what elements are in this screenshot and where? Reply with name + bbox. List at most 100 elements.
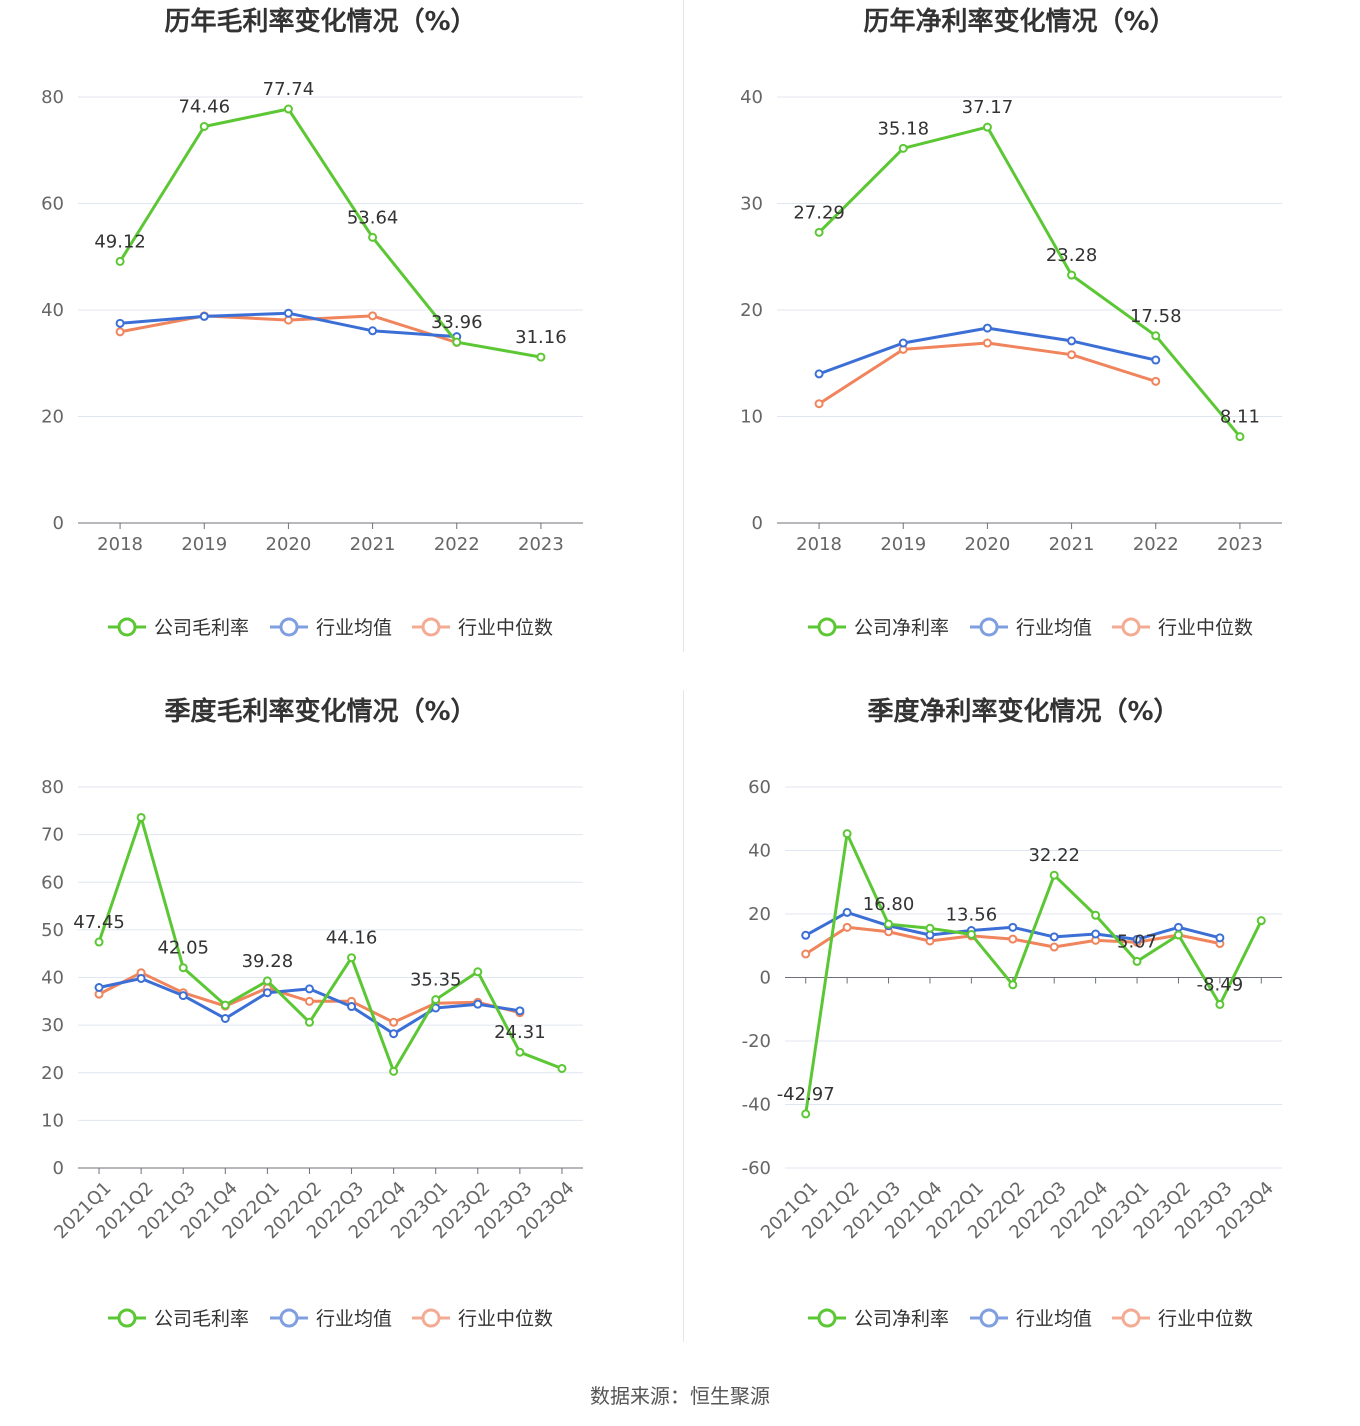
data-point[interactable] — [1067, 350, 1077, 360]
data-point[interactable] — [199, 122, 209, 132]
data-point[interactable] — [814, 227, 824, 237]
legend-item[interactable]: 行业中位数 — [412, 617, 553, 639]
legend-item[interactable]: 行业均值 — [970, 617, 1092, 639]
data-point[interactable] — [1215, 933, 1225, 943]
quarterly-gross-margin-chart: 季度毛利率变化情况（%） 0 10 20 30 40 50 60 70 80 2021Q1 2021Q… — [0, 690, 680, 1380]
data-point[interactable] — [1091, 929, 1101, 939]
data-point[interactable] — [115, 318, 125, 328]
data-point[interactable] — [115, 256, 125, 266]
legend-item[interactable]: 公司净利率 — [808, 617, 949, 639]
data-point[interactable] — [1091, 910, 1101, 920]
data-point[interactable] — [801, 949, 811, 959]
data-point[interactable] — [347, 953, 357, 963]
data-point[interactable] — [982, 338, 992, 348]
data-point[interactable] — [94, 983, 104, 993]
data-point[interactable] — [1067, 270, 1077, 280]
data-point[interactable] — [557, 1063, 567, 1073]
data-point[interactable] — [304, 1017, 314, 1027]
data-point[interactable] — [283, 308, 293, 318]
data-point[interactable] — [884, 919, 894, 929]
legend-item[interactable]: 行业均值 — [270, 617, 392, 639]
data-point[interactable] — [1049, 942, 1059, 952]
data-point[interactable] — [368, 232, 378, 242]
annual-gross-margin-chart: 历年毛利率变化情况（%） 0 20 40 60 80 2018 2019 2020 2021 202… — [0, 0, 680, 690]
data-label: 32.22 — [1028, 845, 1080, 866]
data-point[interactable] — [199, 311, 209, 321]
data-point[interactable] — [389, 1066, 399, 1076]
legend-item[interactable]: 公司毛利率 — [108, 1308, 249, 1330]
data-point[interactable] — [368, 326, 378, 336]
data-point[interactable] — [115, 327, 125, 337]
data-point[interactable] — [1151, 355, 1161, 365]
y-tick-label: 10 — [41, 1110, 64, 1131]
y-tick-label: -20 — [742, 1031, 771, 1052]
data-point[interactable] — [473, 967, 483, 977]
data-point[interactable] — [982, 323, 992, 333]
data-point[interactable] — [1067, 336, 1077, 346]
data-point[interactable] — [368, 311, 378, 321]
data-point[interactable] — [304, 984, 314, 994]
x-tick-label: 2020 — [965, 534, 1011, 555]
legend-item[interactable]: 行业中位数 — [412, 1308, 553, 1330]
data-point[interactable] — [515, 1006, 525, 1016]
legend-item[interactable]: 行业均值 — [970, 1308, 1092, 1330]
legend-circle-icon — [421, 1308, 441, 1328]
data-point[interactable] — [1008, 934, 1018, 944]
data-point[interactable] — [178, 963, 188, 973]
y-tick-label: 10 — [740, 407, 763, 428]
legend-item[interactable]: 公司毛利率 — [108, 617, 249, 639]
data-point[interactable] — [431, 995, 441, 1005]
data-point[interactable] — [262, 976, 272, 986]
data-label: 5.07 — [1117, 931, 1157, 952]
data-point[interactable] — [1215, 999, 1225, 1009]
data-point[interactable] — [283, 104, 293, 114]
data-point[interactable] — [1049, 932, 1059, 942]
legend-item[interactable]: 行业中位数 — [1112, 617, 1253, 639]
data-point[interactable] — [801, 1109, 811, 1119]
data-point[interactable] — [452, 337, 462, 347]
data-point[interactable] — [389, 1029, 399, 1039]
legend-item[interactable]: 公司净利率 — [808, 1308, 949, 1330]
data-point[interactable] — [262, 988, 272, 998]
data-point[interactable] — [1256, 916, 1266, 926]
data-point[interactable] — [1132, 934, 1142, 944]
data-point[interactable] — [814, 399, 824, 409]
legend-item[interactable]: 行业均值 — [270, 1308, 392, 1330]
data-point[interactable] — [1173, 922, 1183, 932]
data-point[interactable] — [347, 1002, 357, 1012]
data-point[interactable] — [220, 1000, 230, 1010]
y-tick-label: 40 — [41, 968, 64, 989]
data-point[interactable] — [220, 1013, 230, 1023]
data-point[interactable] — [1151, 376, 1161, 386]
quarterly-net-margin-chart: 季度净利率变化情况（%） -60 -40 -20 0 20 40 60 2021Q1 2021Q2… — [680, 690, 1360, 1380]
data-point[interactable] — [814, 369, 824, 379]
data-point[interactable] — [473, 999, 483, 1009]
data-point[interactable] — [842, 907, 852, 917]
data-point[interactable] — [1008, 980, 1018, 990]
data-point[interactable] — [136, 973, 146, 983]
data-point[interactable] — [1008, 922, 1018, 932]
data-point[interactable] — [389, 1017, 399, 1027]
data-point[interactable] — [966, 929, 976, 939]
data-point[interactable] — [1132, 956, 1142, 966]
data-point[interactable] — [1049, 870, 1059, 880]
data-point[interactable] — [842, 829, 852, 839]
data-point[interactable] — [801, 930, 811, 940]
data-point[interactable] — [94, 937, 104, 947]
data-point[interactable] — [536, 352, 546, 362]
data-point[interactable] — [304, 996, 314, 1006]
legend-label: 行业中位数 — [1158, 1308, 1253, 1330]
legend-item[interactable]: 行业中位数 — [1112, 1308, 1253, 1330]
data-point[interactable] — [982, 122, 992, 132]
data-point[interactable] — [1173, 930, 1183, 940]
data-point[interactable] — [842, 922, 852, 932]
x-tick-label: 2023 — [1217, 534, 1263, 555]
data-point[interactable] — [898, 338, 908, 348]
data-point[interactable] — [136, 812, 146, 822]
data-point[interactable] — [515, 1047, 525, 1057]
data-point[interactable] — [898, 143, 908, 153]
data-point[interactable] — [1235, 432, 1245, 442]
data-point[interactable] — [1151, 331, 1161, 341]
data-point[interactable] — [178, 991, 188, 1001]
data-point[interactable] — [925, 923, 935, 933]
